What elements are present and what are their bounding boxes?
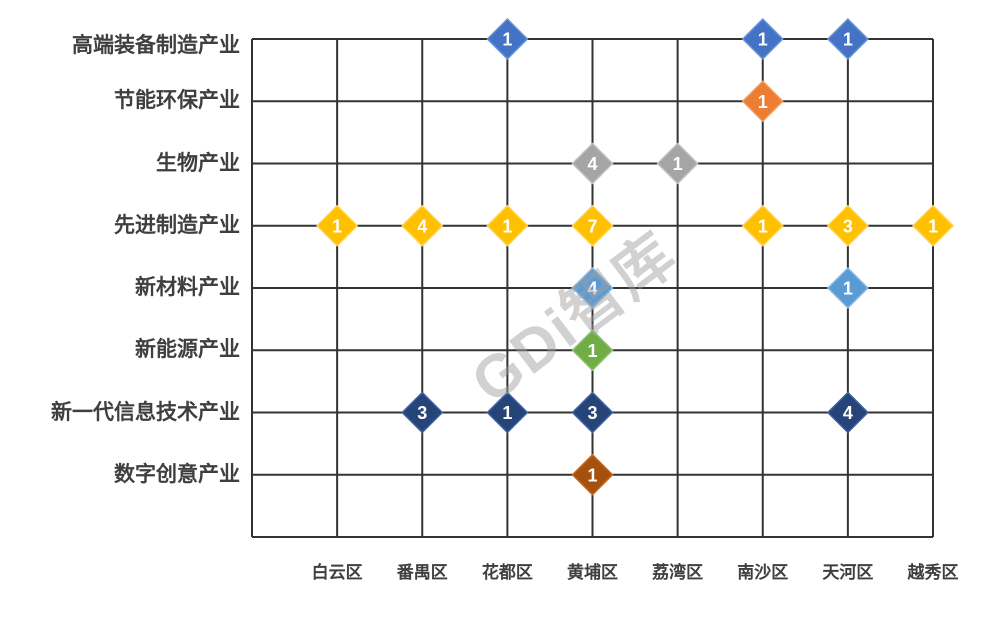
diamond-shape	[826, 204, 869, 247]
marker-diamond: 1	[571, 329, 614, 372]
y-axis-label: 高端装备制造产业	[72, 34, 240, 57]
x-axis-label: 白云区	[311, 563, 363, 582]
marker-diamond: 1	[741, 80, 784, 123]
marker-diamond: 1	[741, 204, 784, 247]
marker-diamond: 1	[486, 391, 529, 434]
diamond-shape	[401, 204, 444, 247]
marker-value: 1	[332, 216, 342, 236]
marker-value: 1	[843, 30, 853, 50]
marker-diamond: 4	[401, 204, 444, 247]
diamond-shape	[486, 17, 529, 61]
y-axis-label: 新材料产业	[135, 276, 240, 299]
marker-diamond: 1	[571, 453, 614, 496]
marker-value: 1	[673, 154, 683, 174]
marker-value: 4	[843, 403, 853, 423]
x-axis-label: 天河区	[822, 563, 874, 582]
y-axis-label: 先进制造产业	[114, 213, 240, 237]
marker-value: 1	[502, 30, 512, 50]
marker-value: 1	[758, 92, 768, 112]
marker-diamond: 7	[571, 204, 614, 247]
y-axis-label: 新能源产业	[135, 338, 240, 362]
marker-value: 1	[502, 403, 512, 423]
marker-diamond: 4	[571, 142, 614, 185]
x-axis-label: 番禺区	[396, 563, 448, 582]
x-axis-label: 荔湾区	[652, 563, 704, 582]
marker-diamond: 1	[911, 204, 955, 247]
diamond-shape	[741, 17, 784, 61]
diamond-shape	[401, 391, 444, 434]
x-axis-label: 越秀区	[907, 563, 959, 582]
diamond-shape	[571, 329, 614, 372]
marker-diamond: 3	[571, 391, 614, 434]
marker-diamond: 3	[826, 204, 869, 247]
marker-diamond: 1	[826, 17, 869, 61]
marker-value: 4	[587, 154, 597, 174]
marker-value: 7	[587, 216, 597, 236]
diamond-shape	[741, 80, 784, 123]
diamond-shape	[486, 204, 529, 247]
marker-value: 4	[417, 216, 427, 236]
diamond-shape	[571, 453, 614, 496]
marker-value: 1	[758, 216, 768, 236]
diamond-shape	[911, 204, 955, 247]
diamond-shape	[826, 266, 869, 310]
diamond-shape	[741, 204, 784, 247]
x-axis-label: 南沙区	[737, 563, 789, 582]
marker-value: 3	[843, 216, 853, 236]
marker-diamond: 1	[656, 142, 699, 185]
diamond-shape	[571, 266, 614, 310]
diamond-shape	[826, 17, 869, 61]
x-axis-label: 花都区	[481, 563, 533, 582]
diamond-shape	[316, 204, 359, 247]
diamond-shape	[571, 204, 614, 247]
y-axis-label: 生物产业	[156, 151, 240, 175]
marker-diamond: 4	[571, 266, 614, 310]
marker-value: 4	[587, 279, 597, 299]
marker-diamond: 1	[486, 17, 529, 61]
marker-diamond: 3	[401, 391, 444, 434]
diamond-shape	[826, 391, 869, 434]
marker-diamond: 1	[826, 266, 869, 310]
marker-value: 3	[417, 403, 427, 423]
x-axis-label: 黄埔区	[567, 563, 618, 582]
y-axis-label: 新一代信息技术产业	[51, 400, 240, 424]
marker-value: 1	[587, 465, 597, 485]
marker-value: 1	[502, 216, 512, 236]
marker-diamond: 1	[316, 204, 359, 247]
marker-value: 1	[928, 216, 938, 236]
diamond-shape	[486, 391, 529, 434]
marker-value: 1	[758, 30, 768, 50]
y-axis-label: 节能环保产业	[114, 89, 240, 113]
marker-diamond: 1	[486, 204, 529, 247]
diamond-shape	[571, 142, 614, 185]
marker-value: 1	[843, 279, 853, 299]
marker-diamond: 4	[826, 391, 869, 434]
diamond-shape	[571, 391, 614, 434]
y-axis-label: 数字创意产业	[114, 462, 240, 486]
marker-value: 3	[587, 403, 597, 423]
diamond-shape	[656, 142, 699, 185]
marker-value: 1	[587, 341, 597, 361]
marker-diamond: 1	[741, 17, 784, 61]
